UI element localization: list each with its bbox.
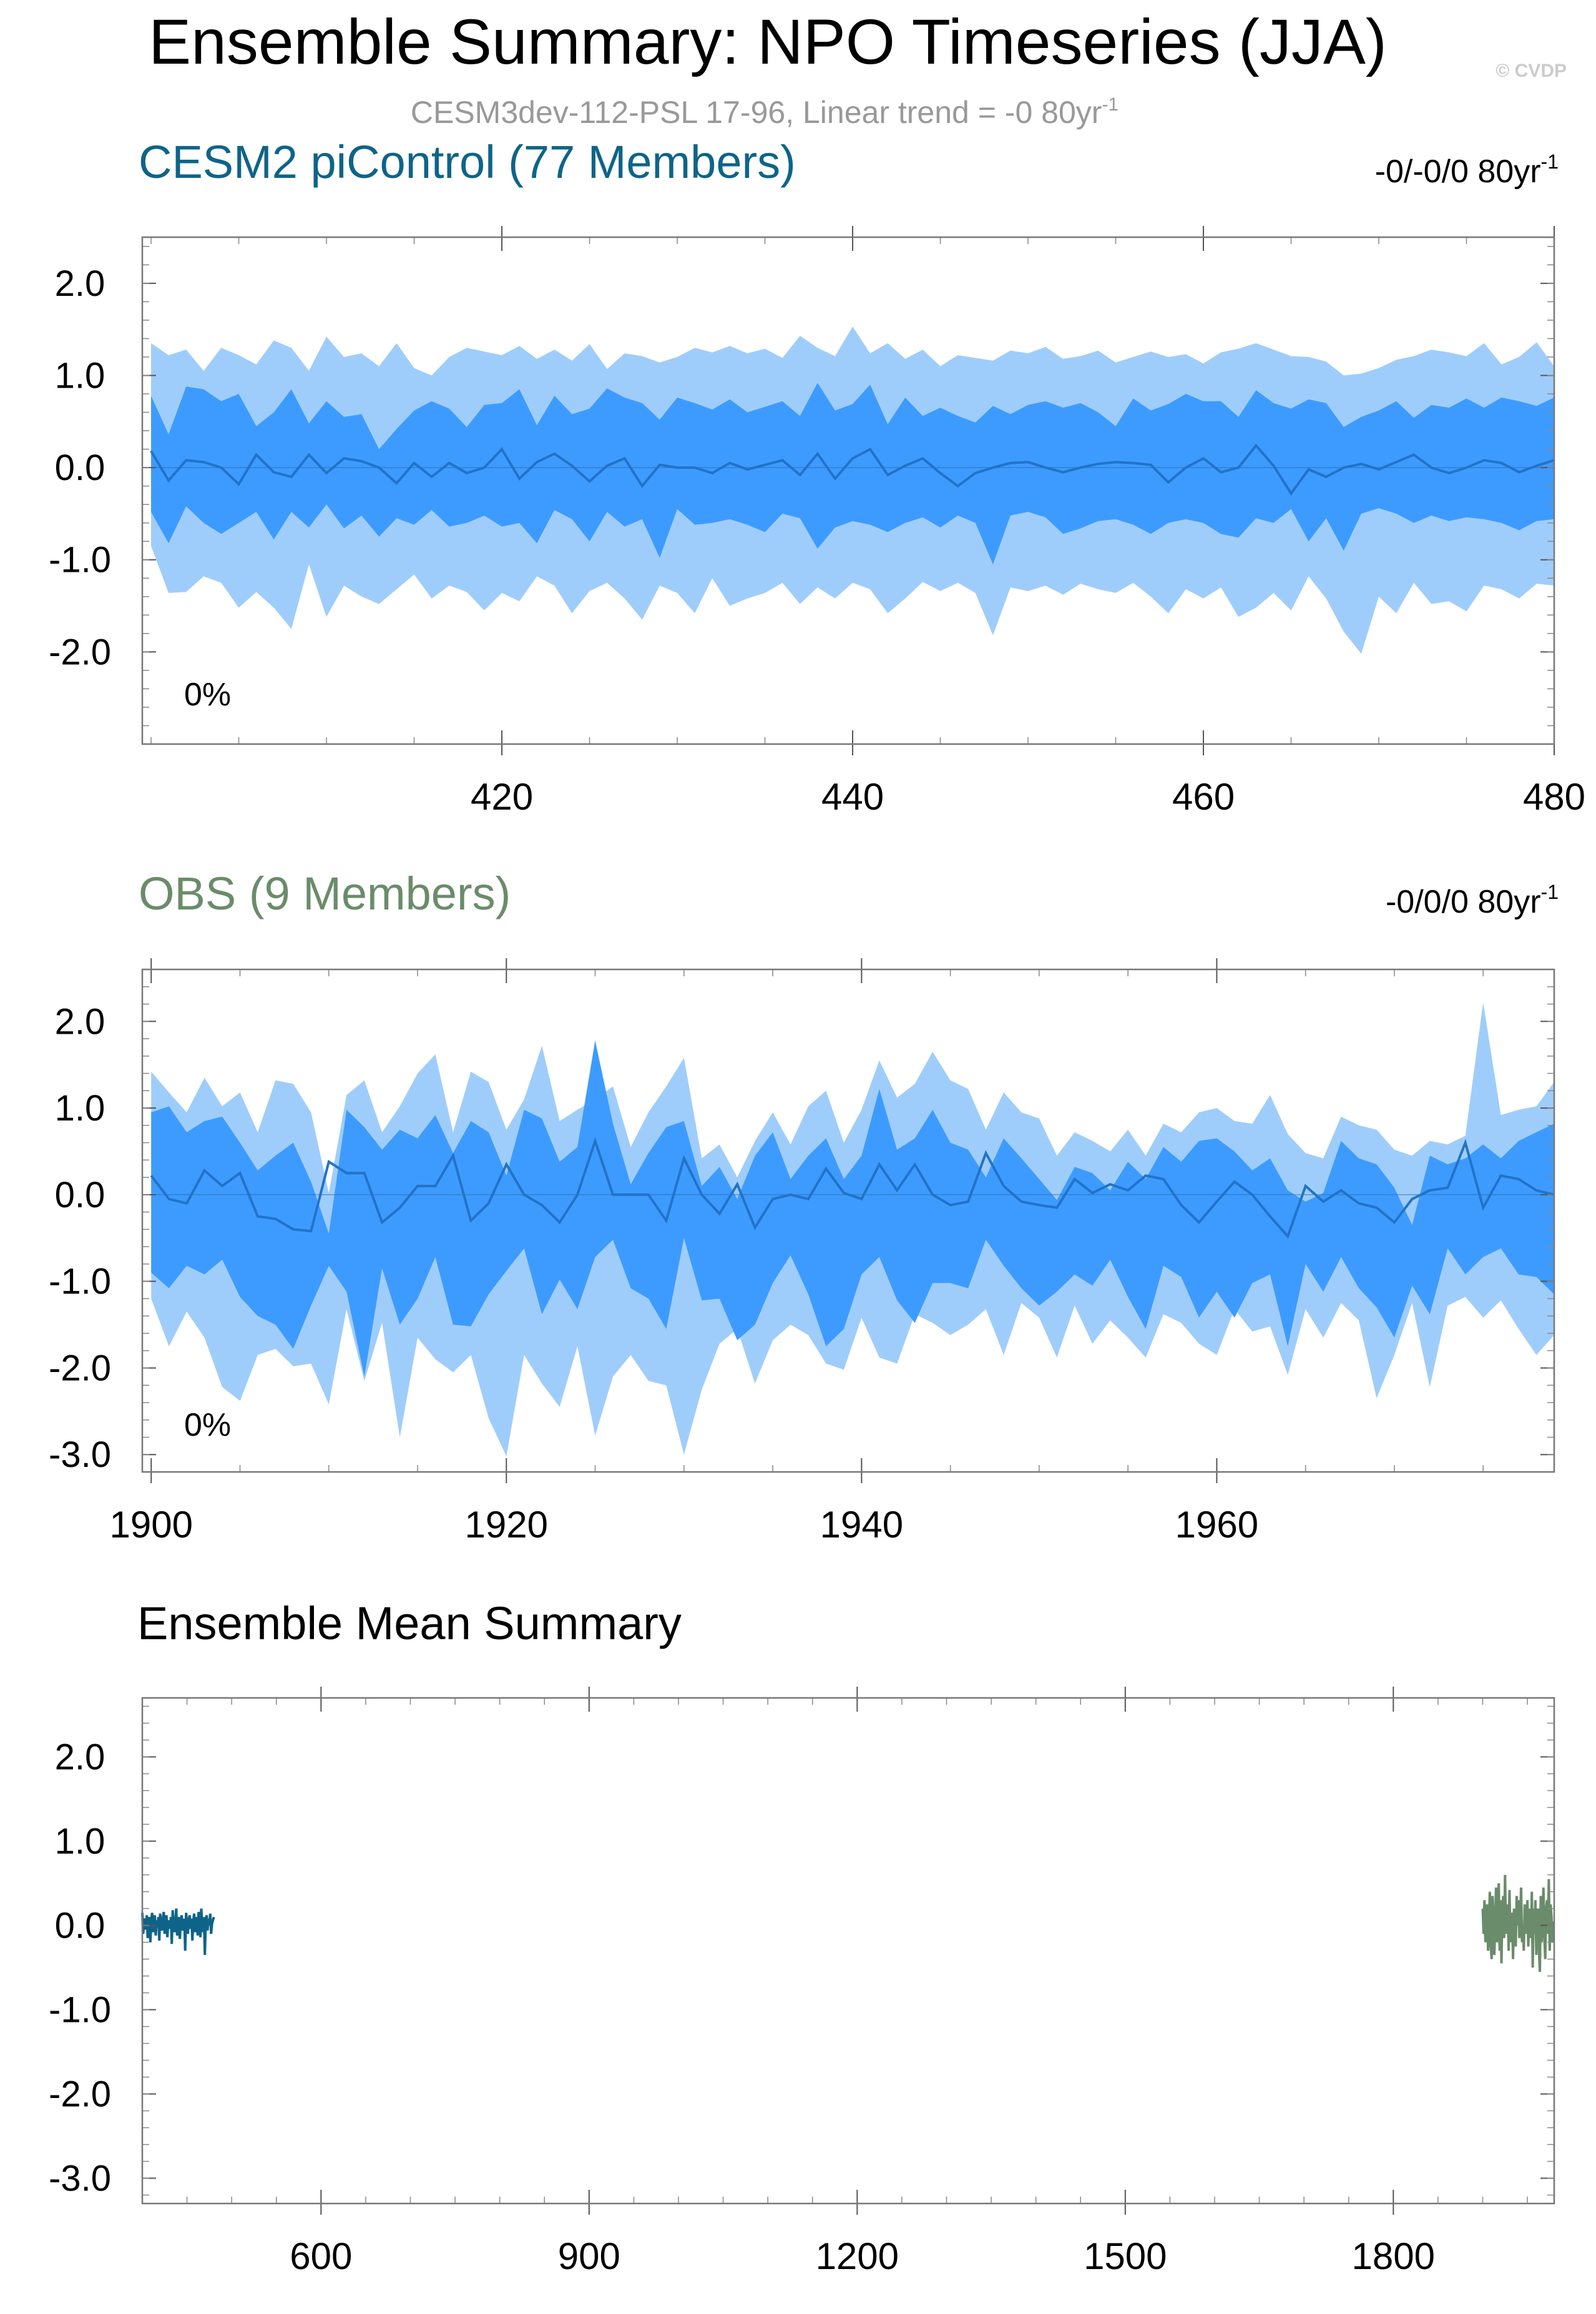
figure-subtitle-text: CESM3dev-112-PSL 17-96, Linear trend = -… [411,95,1102,130]
cesm-mean-line [150,443,1555,496]
ensemble-mean-ytick-label: -2.0 [49,2074,111,2115]
ensemble-mean-panel-title: Ensemble Mean Summary [137,1597,682,1649]
cesm-ytick-label: 1.0 [55,355,105,396]
ensemble-mean-ytick-label: -1.0 [49,1990,111,2031]
ensemble-mean-xtick-label: 1800 [1352,2235,1435,2277]
cesm-plot-frame [141,236,1555,745]
ensemble-mean-xtick-label: 1500 [1084,2235,1167,2277]
obs-xtick-label: 1900 [109,1504,192,1546]
cesm-trend-label: -0/-0/0 80yr-1 [1375,150,1559,190]
obs-trend-text: -0/0/0 80yr [1386,884,1541,920]
obs-panel: OBS (9 Members) -0/0/0 80yr-1 -3.0 -2.0 -1… [49,868,1559,1546]
ensemble-mean-panel: Ensemble Mean Summary -3.0 -2.0 -1.0 0.0 1.0… [49,1597,1555,2277]
ensemble-mean-ytick-label: -3.0 [49,2159,111,2199]
cesm-annotation: 0% [184,677,231,713]
ensemble-mean-ytick-label: 1.0 [55,1821,105,1862]
obs-xtick-label: 1920 [465,1504,548,1546]
figure-subtitle: CESM3dev-112-PSL 17-96, Linear trend = -… [411,94,1119,130]
cesm-xtick-label: 480 [1523,776,1585,818]
ensemble-mean-xtick-label: 1200 [816,2235,899,2277]
cesm-trend-text: -0/-0/0 80yr [1375,154,1541,190]
cesm-ytick-label: -2.0 [49,632,111,672]
figure-subtitle-superscript: -1 [1102,94,1119,115]
cesm-xtick-label: 440 [821,776,884,818]
cesm-trend-superscript: -1 [1541,150,1559,173]
obs-plot-frame [141,968,1555,1473]
ensemble-mean-xtick-label: 900 [558,2235,620,2277]
obs-trend-superscript: -1 [1541,881,1559,903]
obs-inner-band [151,1040,1555,1377]
ensemble-mean-plot-frame [141,1697,1555,2205]
cesm-ensemble-mean-line [141,1908,215,1955]
ensemble-mean-plot-area: -3.0 -2.0 -1.0 0.0 1.0 2.0 600 900 1200 1500 1800 [49,1687,1555,2277]
cesm-piControl-panel: CESM2 piControl (77 Members) -0/-0/0 80y… [49,136,1585,818]
obs-xtick-label: 1940 [820,1504,903,1546]
obs-ytick-label: -1.0 [49,1262,111,1302]
obs-mean-line [150,1137,1555,1239]
figure-title: Ensemble Summary: NPO Timeseries (JJA) [149,6,1387,77]
obs-annotation: 0% [184,1407,231,1443]
cesm-ytick-label: 0.0 [55,448,105,488]
obs-ytick-label: 0.0 [55,1175,105,1215]
obs-ytick-label: -3.0 [49,1434,111,1475]
obs-ytick-label: 2.0 [55,1001,105,1042]
obs-ytick-label: 1.0 [55,1088,105,1129]
cesm-panel-title: CESM2 piControl (77 Members) [139,136,796,188]
cesm-ytick-label: -1.0 [49,540,111,581]
watermark: © CVDP [1496,61,1567,81]
cesm-xtick-label: 460 [1172,776,1235,818]
obs-ensemble-mean-line [1481,1875,1555,1972]
ensemble-mean-xtick-label: 600 [290,2235,352,2277]
ensemble-mean-ytick-label: 2.0 [55,1737,105,1778]
obs-xtick-label: 1960 [1175,1504,1258,1546]
obs-plot-area: -3.0 -2.0 -1.0 0.0 1.0 2.0 1900 1920 1940 1960 [49,958,1555,1546]
obs-panel-title: OBS (9 Members) [139,868,511,919]
cesm-xtick-label: 420 [471,776,533,818]
obs-ytick-label: -2.0 [49,1348,111,1388]
cesm-plot-area: -2.0 -1.0 0.0 1.0 2.0 420 440 460 480 [49,226,1585,818]
obs-trend-label: -0/0/0 80yr-1 [1386,881,1559,920]
ensemble-mean-ytick-label: 0.0 [55,1906,105,1946]
cesm-ytick-label: 2.0 [55,263,105,304]
cesm-inner-band [151,383,1554,565]
